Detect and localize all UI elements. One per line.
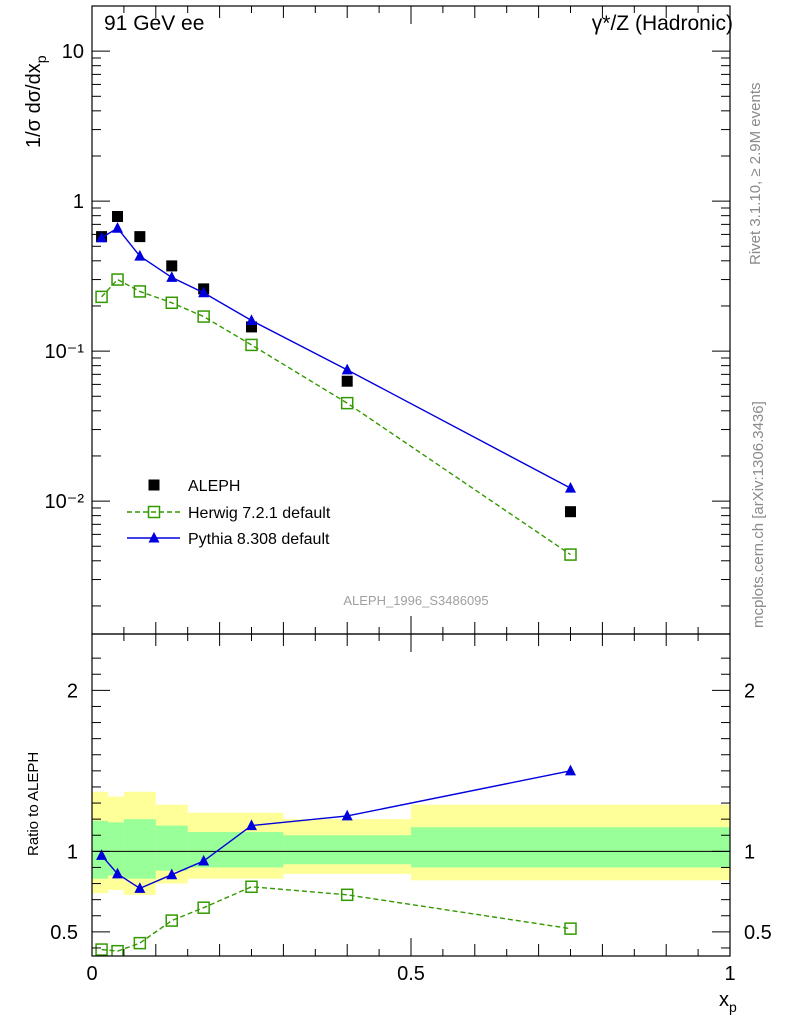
band-green-5 <box>283 835 411 865</box>
legend-herwig-marker <box>147 505 161 519</box>
legend: ALEPH Herwig 7.2.1 default Pythia 8.308 de… <box>127 478 331 548</box>
ratio-ytick-label-right: 2 <box>744 680 755 702</box>
herwig-main-line <box>101 278 571 556</box>
aleph-data-point-2 <box>134 231 146 243</box>
herwig-main-point-1 <box>111 273 124 286</box>
pythia-ratio-point-4 <box>198 854 210 866</box>
band-green-6 <box>411 827 730 868</box>
band-green-3 <box>155 825 188 871</box>
pythia-ratio-point-1 <box>112 867 124 879</box>
ratio-frame <box>91 633 731 957</box>
herwig-ratio-point-0 <box>95 943 108 956</box>
herwig-main-point-0 <box>95 290 108 304</box>
herwig-ratio-point-2 <box>133 936 147 950</box>
pythia-main-line <box>101 227 571 489</box>
pythia-main-point-2 <box>134 249 146 261</box>
herwig-main-point-6 <box>340 396 354 410</box>
x-tick-label: 0 <box>86 963 97 985</box>
herwig-ratio-point-5 <box>245 880 258 894</box>
header-right: γ*/Z (Hadronic) <box>592 12 733 35</box>
plot-frames: 10⁻² 10⁻¹ 1 10 0 0.5 1 0.5 0.5 1 1 2 2 <box>45 5 772 985</box>
ratio-ytick-label: 0.5 <box>50 922 78 944</box>
band-green-0 <box>92 820 108 879</box>
main-y-axis-label: 1/σ dσ/dxp <box>23 55 49 148</box>
svg-text:1/σ dσ/dxp: 1/σ dσ/dxp <box>23 55 49 148</box>
aleph-data-point-5 <box>246 321 257 333</box>
herwig-main-point-3 <box>165 296 178 310</box>
legend-label: Herwig 7.2.1 default <box>188 505 331 522</box>
main-panel <box>95 210 577 561</box>
x-axis-label: xp <box>719 989 737 1015</box>
band-green-1 <box>107 822 124 876</box>
analysis-watermark: ALEPH_1996_S3486095 <box>343 593 488 608</box>
aleph-data-point-7 <box>565 506 576 518</box>
herwig-ratio-point-7 <box>564 922 577 935</box>
pythia-main-point-5 <box>246 314 257 326</box>
mcplots-label: mcplots.cern.ch [arXiv:1306.3436] <box>750 401 767 628</box>
main-ytick-label: 10⁻¹ <box>45 341 85 363</box>
pythia-main-point-6 <box>341 363 353 375</box>
pythia-main-point-1 <box>112 222 124 233</box>
pythia-main-point-3 <box>166 271 178 282</box>
ratio-ytick-label: 2 <box>67 680 78 702</box>
legend-pythia-marker <box>148 531 160 543</box>
pythia-ratio-point-2 <box>134 882 146 893</box>
ratio-y-axis-label: Ratio to ALEPH <box>25 752 42 856</box>
herwig-ratio-line <box>101 886 571 952</box>
herwig-ratio-point-1 <box>111 944 124 956</box>
herwig-ratio-point-6 <box>340 888 354 902</box>
ratio-ytick-label: 1 <box>67 841 78 863</box>
header-left: 91 GeV ee <box>104 12 204 35</box>
ratio-ytick-label-right: 1 <box>744 841 755 863</box>
pythia-main-point-0 <box>96 231 108 243</box>
main-ytick-label: 1 <box>73 191 84 213</box>
herwig-main-point-5 <box>245 338 258 352</box>
pythia-main-point-4 <box>198 286 210 298</box>
main-ytick-label: 10⁻² <box>45 491 85 513</box>
pythia-ratio-point-7 <box>565 764 576 776</box>
pythia-ratio-point-0 <box>96 849 108 860</box>
legend-label: Pythia 8.308 default <box>188 531 330 548</box>
x-tick-label: 0.5 <box>397 963 425 985</box>
herwig-main-point-2 <box>133 285 147 298</box>
legend-aleph-marker <box>148 479 160 491</box>
aleph-data-point-3 <box>166 260 178 272</box>
pythia-main-point-7 <box>565 481 576 493</box>
band-green-2 <box>123 819 156 879</box>
herwig-ratio-point-3 <box>165 914 178 927</box>
svg-text:xp: xp <box>719 989 737 1015</box>
ratio-panel <box>95 764 577 956</box>
legend-label: ALEPH <box>188 478 240 495</box>
rivet-version-label: Rivet 3.1.10, ≥ 2.9M events <box>747 83 764 266</box>
pythia-ratio-point-3 <box>166 868 178 880</box>
ratio-uncertainty-bands <box>92 791 730 895</box>
herwig-ratio-point-4 <box>197 901 210 914</box>
herwig-main-point-7 <box>564 548 577 561</box>
pythia-ratio-point-5 <box>246 819 257 831</box>
aleph-data-point-1 <box>112 210 124 222</box>
herwig-main-point-4 <box>197 310 210 323</box>
aleph-data-point-6 <box>341 375 353 387</box>
main-ytick-label: 10 <box>62 41 84 63</box>
pythia-ratio-point-6 <box>341 809 353 821</box>
ratio-ytick-label-right: 0.5 <box>744 922 772 944</box>
x-tick-label: 1 <box>724 963 735 985</box>
